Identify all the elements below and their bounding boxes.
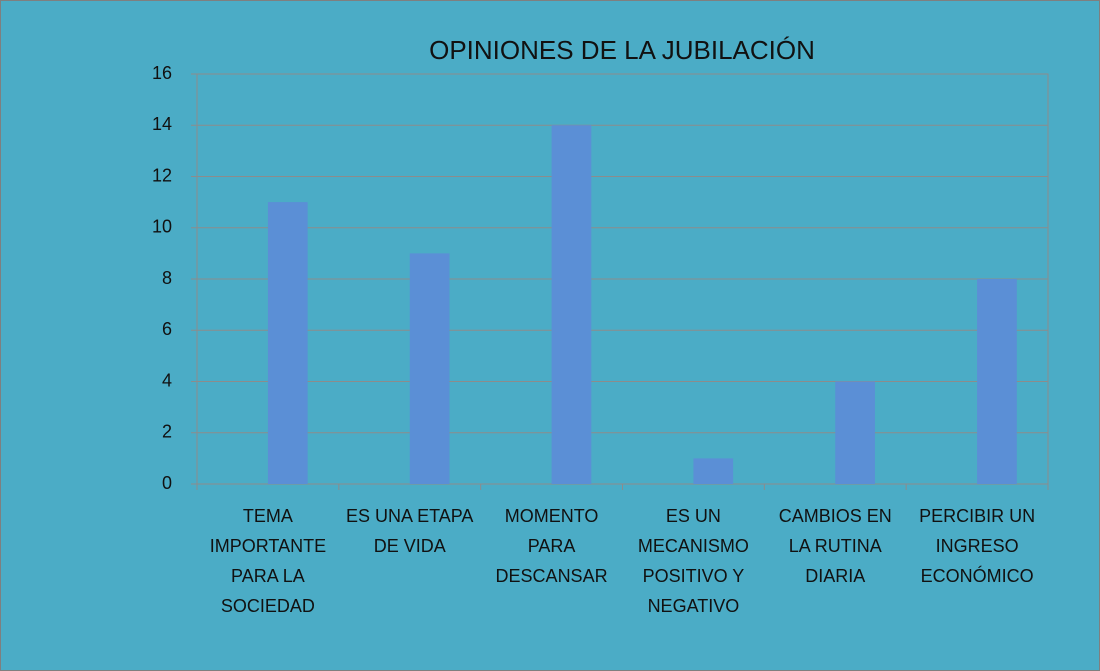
chart-title: OPINIONES DE LA JUBILACIÓN — [429, 35, 815, 65]
y-tick-label: 8 — [162, 268, 172, 288]
y-tick-label: 4 — [162, 370, 172, 390]
bar — [551, 125, 592, 484]
y-tick-label: 2 — [162, 422, 172, 442]
x-tick-label: TEMA IMPORTANTE PARA LA SOCIEDAD — [209, 506, 327, 616]
y-tick-label: 0 — [162, 473, 172, 493]
x-tick-label: ES UNA ETAPA DE VIDA — [346, 506, 474, 556]
x-tick-label: PERCIBIR UN INGRESO ECONÓMICO — [919, 506, 1036, 586]
bar — [835, 381, 875, 484]
y-tick-label: 10 — [152, 217, 172, 237]
y-tick-label: 14 — [152, 114, 172, 134]
y-tick-label: 6 — [162, 319, 172, 339]
x-tick-label: MOMENTO PARA DESCANSAR — [495, 506, 608, 586]
x-tick-label: ES UN MECANISMO POSITIVO Y NEGATIVO — [637, 506, 749, 616]
y-tick-label: 12 — [152, 165, 172, 185]
y-tick-label: 16 — [152, 63, 172, 83]
bar — [977, 279, 1017, 484]
x-tick-label: CAMBIOS EN LA RUTINA DIARIA — [778, 506, 892, 586]
bar — [693, 458, 734, 484]
bar — [267, 202, 308, 484]
bar — [409, 253, 450, 484]
